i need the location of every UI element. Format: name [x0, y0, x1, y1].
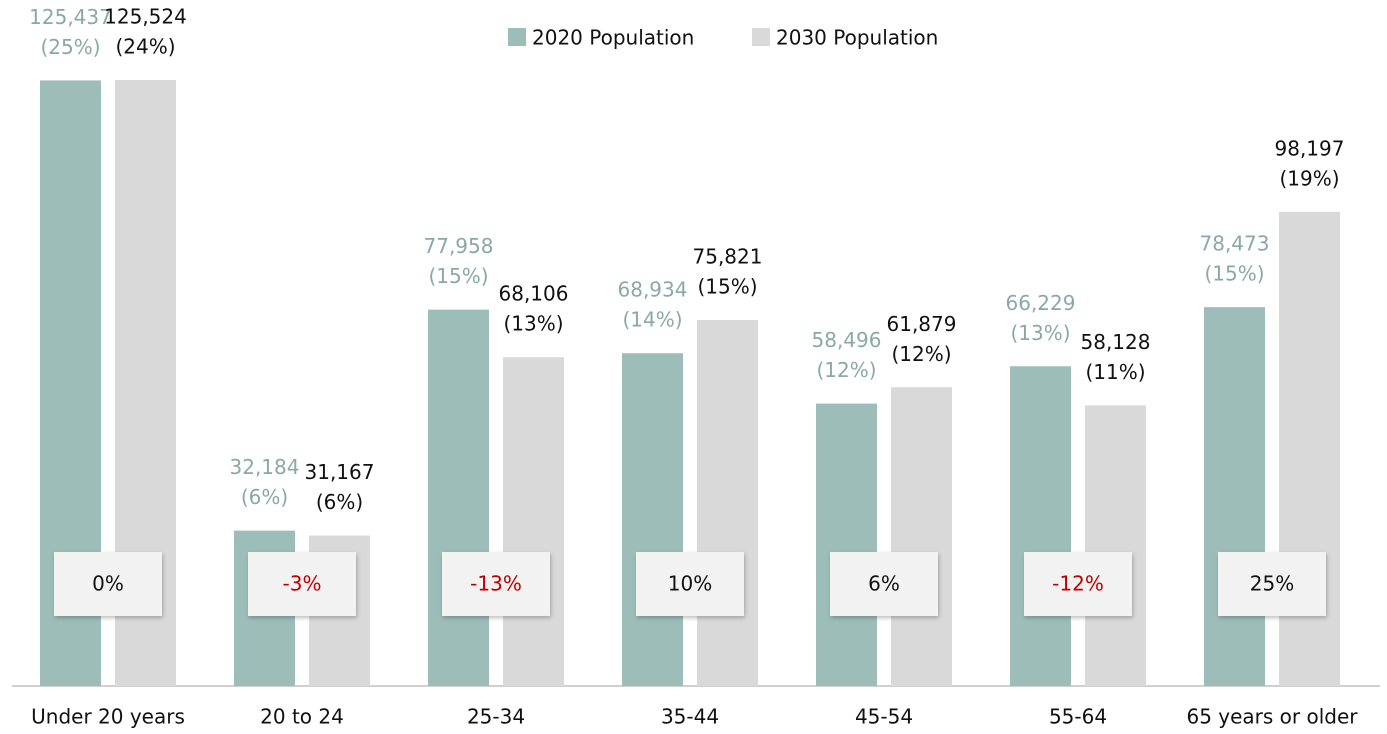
change-box: [1024, 552, 1132, 616]
x-tick-label: 55-64: [1049, 705, 1107, 729]
change-label: -13%: [470, 572, 522, 596]
value-label: 66,229: [1006, 291, 1076, 315]
share-label: (19%): [1279, 166, 1339, 190]
value-label: 68,106: [499, 282, 569, 306]
change-label: -12%: [1052, 572, 1104, 596]
legend-swatch: [508, 28, 526, 46]
x-tick-label: 25-34: [467, 705, 525, 729]
x-tick-label: 45-54: [855, 705, 913, 729]
share-label: (25%): [40, 35, 100, 59]
bar: [1085, 405, 1146, 686]
share-label: (11%): [1085, 360, 1145, 384]
change-box: [248, 552, 356, 616]
bar: [622, 353, 683, 686]
bar: [1010, 366, 1071, 686]
share-label: (13%): [1010, 321, 1070, 345]
share-label: (13%): [503, 312, 563, 336]
legend-label: 2030 Population: [776, 26, 938, 50]
bar: [697, 319, 758, 686]
bar: [816, 403, 877, 686]
bar: [428, 309, 489, 686]
value-label: 98,197: [1275, 136, 1345, 160]
change-label: 10%: [668, 572, 712, 596]
share-label: (12%): [891, 342, 951, 366]
change-box: [830, 552, 938, 616]
change-box: [54, 552, 162, 616]
value-label: 68,934: [618, 278, 688, 302]
bar: [1204, 307, 1265, 686]
value-label: 125,437: [29, 5, 112, 29]
share-label: (14%): [622, 308, 682, 332]
value-label: 31,167: [305, 460, 375, 484]
x-tick-label: Under 20 years: [31, 705, 185, 729]
share-label: (24%): [115, 35, 175, 59]
share-label: (15%): [1204, 262, 1264, 286]
legend-label: 2020 Population: [532, 26, 694, 50]
change-label: -3%: [283, 572, 322, 596]
change-box: [1218, 552, 1326, 616]
change-label: 6%: [868, 572, 900, 596]
value-label: 58,128: [1081, 330, 1151, 354]
value-label: 78,473: [1200, 232, 1270, 256]
share-label: (12%): [816, 358, 876, 382]
change-box: [636, 552, 744, 616]
value-label: 75,821: [693, 244, 763, 268]
bar: [891, 387, 952, 686]
share-label: (6%): [241, 485, 288, 509]
bar: [503, 357, 564, 686]
share-label: (15%): [428, 264, 488, 288]
x-tick-label: 35-44: [661, 705, 719, 729]
share-label: (6%): [316, 490, 363, 514]
legend-swatch: [752, 28, 770, 46]
change-box: [442, 552, 550, 616]
change-label: 0%: [92, 572, 124, 596]
value-label: 125,524: [104, 5, 187, 29]
value-label: 77,958: [424, 234, 494, 258]
x-tick-label: 65 years or older: [1186, 705, 1358, 729]
value-label: 61,879: [887, 312, 957, 336]
x-tick-label: 20 to 24: [260, 705, 344, 729]
change-label: 25%: [1250, 572, 1294, 596]
share-label: (15%): [697, 274, 757, 298]
value-label: 58,496: [812, 328, 882, 352]
value-label: 32,184: [230, 455, 300, 479]
